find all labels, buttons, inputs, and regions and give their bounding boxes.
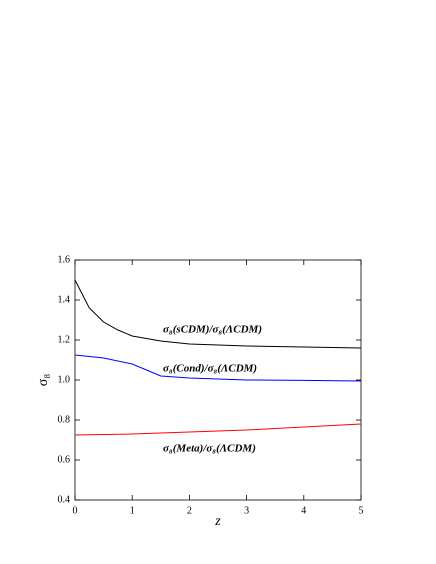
y-tick-label: 0.4 — [58, 494, 71, 505]
y-axis-label: σ₈ — [36, 374, 51, 387]
series-line — [74, 354, 362, 382]
x-tick-label: 1 — [130, 505, 135, 516]
plot-frame — [74, 259, 362, 501]
series-line — [74, 423, 362, 436]
y-tick-label: 0.8 — [58, 414, 71, 425]
y-tick-label: 1.2 — [58, 334, 71, 345]
y-tick-label: 1.6 — [58, 254, 71, 265]
x-tick-label: 4 — [301, 505, 306, 516]
y-tick-label: 1.0 — [58, 374, 71, 385]
series-label: σ₈(Meta)/σ₈(ΛCDM) — [163, 443, 256, 455]
x-tick-label: 3 — [244, 505, 249, 516]
series-label: σ₈(Cond)/σ₈(ΛCDM) — [163, 363, 257, 375]
x-axis-label: z — [214, 514, 221, 529]
x-tick-label: 0 — [73, 505, 78, 516]
x-tick-label: 2 — [187, 505, 192, 516]
y-tick-label: 1.4 — [58, 294, 71, 305]
series-label: σ₈(sCDM)/σ₈(ΛCDM) — [163, 324, 262, 336]
series-line — [74, 279, 362, 349]
x-tick-label: 5 — [359, 505, 364, 516]
y-tick-label: 0.6 — [58, 454, 71, 465]
